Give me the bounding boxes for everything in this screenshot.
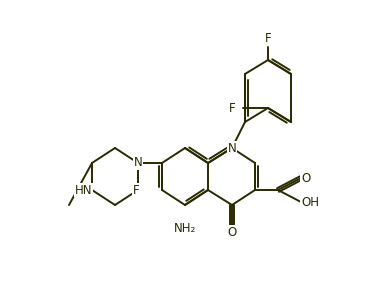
Text: F: F xyxy=(133,184,140,196)
Text: HN: HN xyxy=(75,184,92,196)
Text: N: N xyxy=(228,141,236,155)
Text: F: F xyxy=(265,31,271,45)
Text: F: F xyxy=(229,101,235,115)
Text: N: N xyxy=(134,156,142,170)
Text: O: O xyxy=(228,225,237,239)
Text: NH₂: NH₂ xyxy=(174,222,196,234)
Text: OH: OH xyxy=(301,196,319,208)
Text: O: O xyxy=(301,172,310,184)
